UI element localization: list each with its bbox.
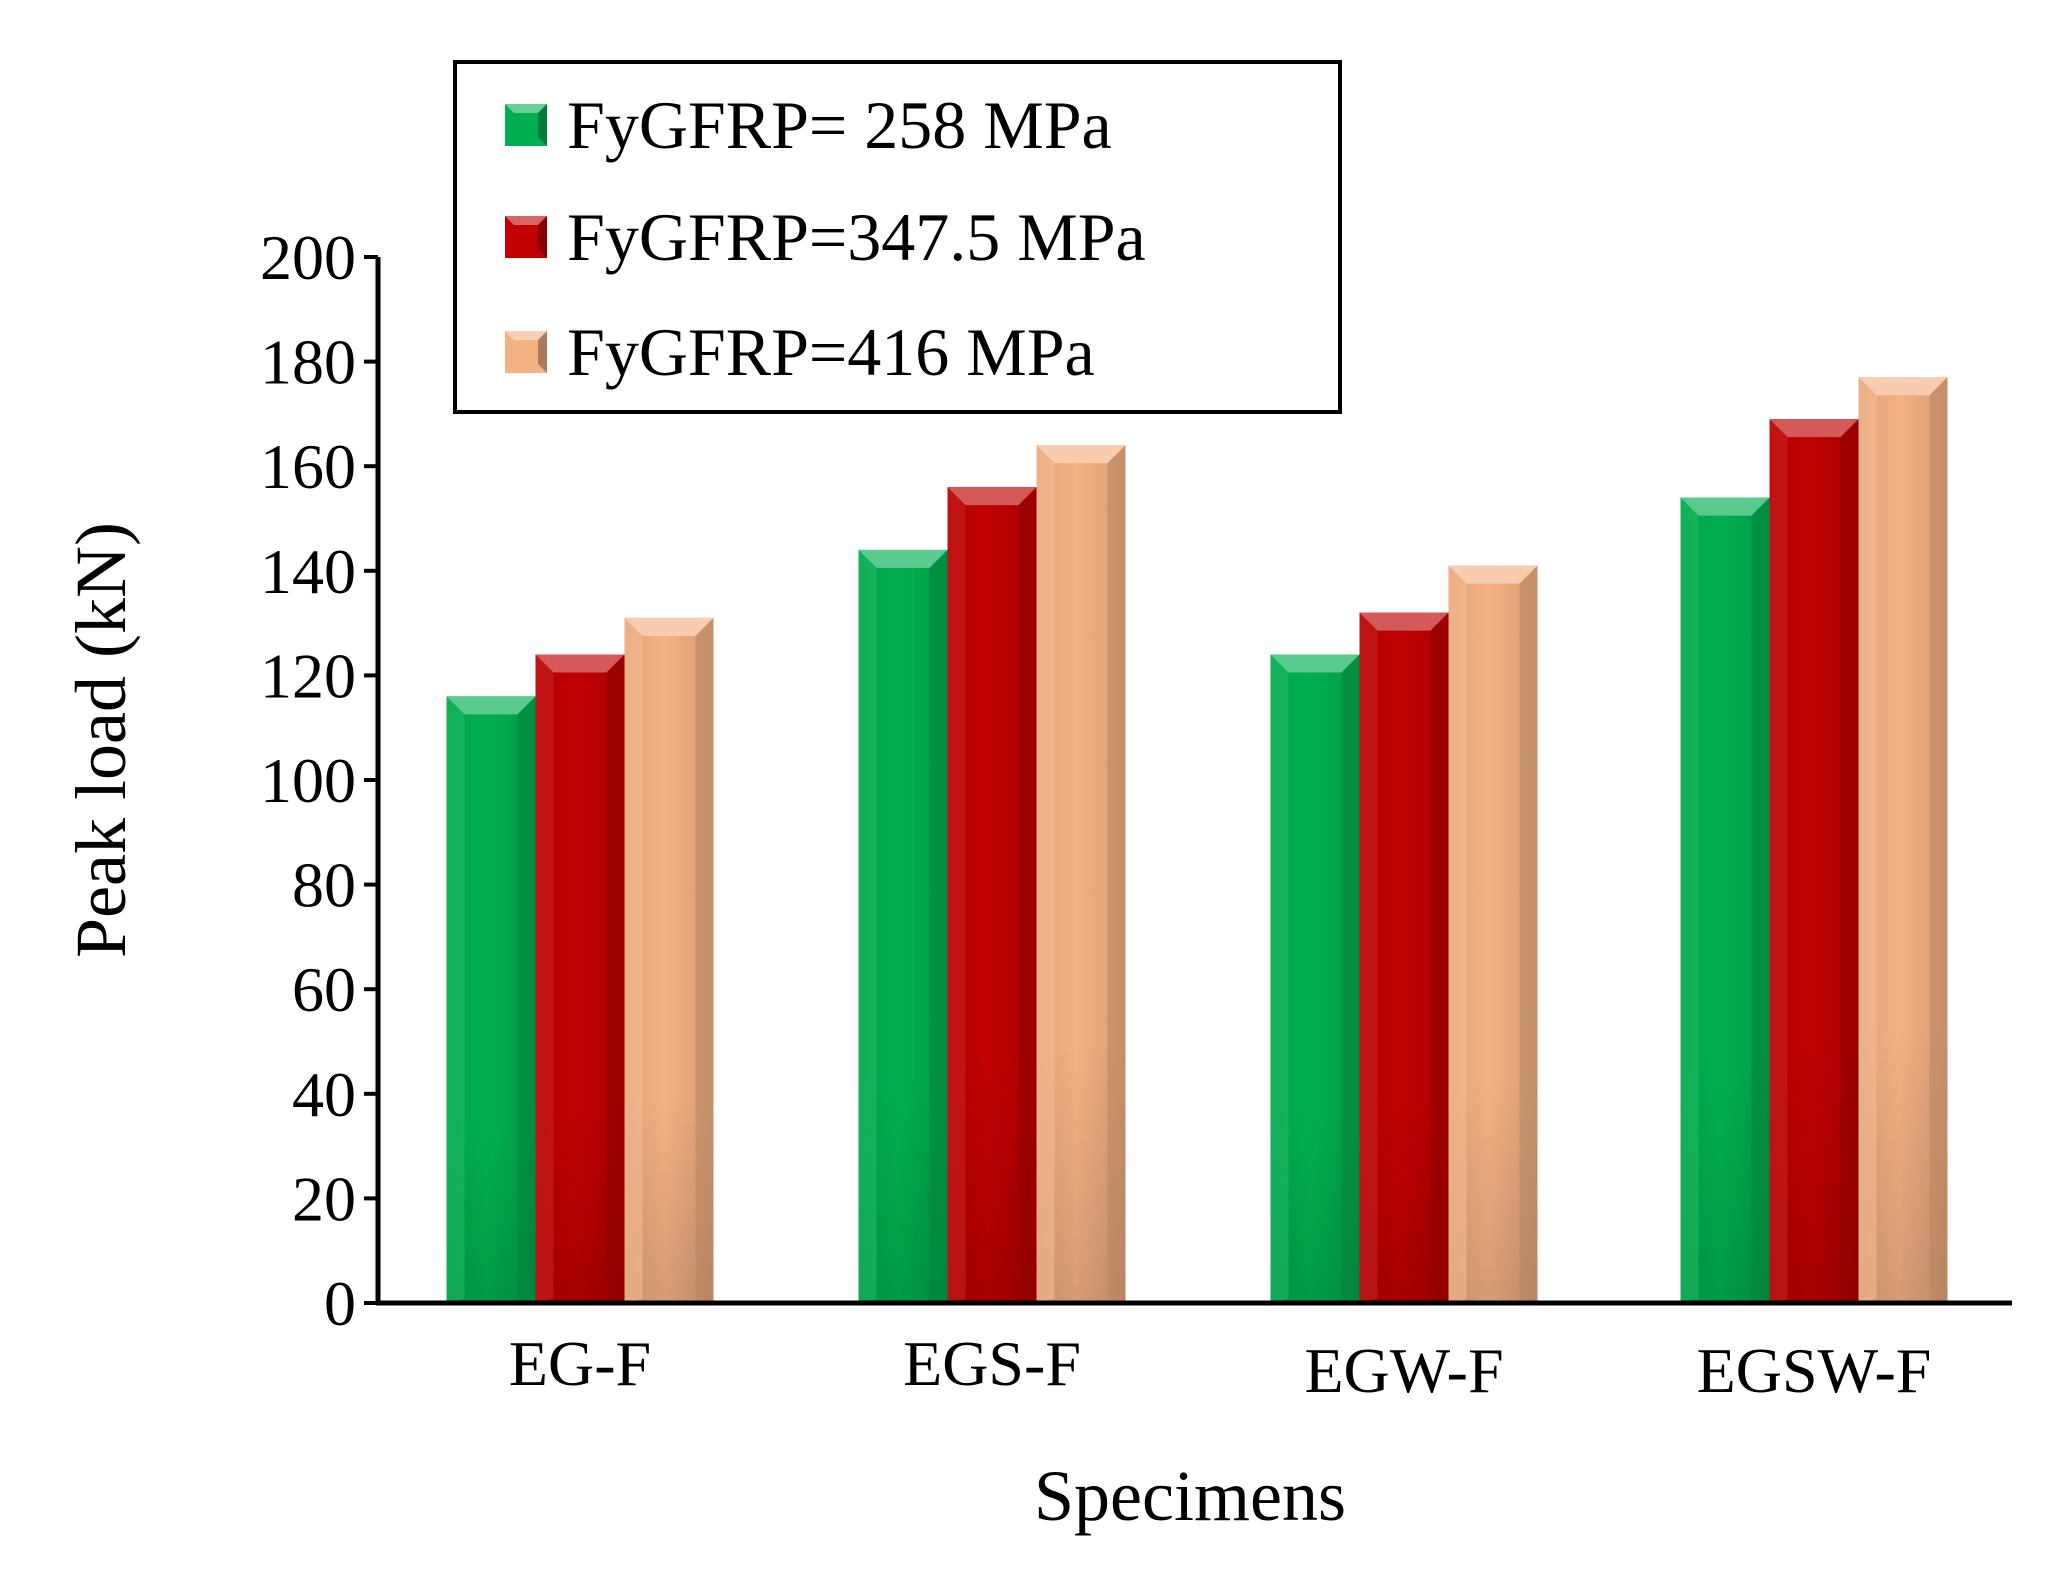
bar-top-bevel bbox=[1036, 445, 1126, 464]
labels-layer: 0 20 40 60 80 100 120 140 160 180 200 EG-F EGS-F EGW-… bbox=[61, 222, 1931, 1536]
bar-left-bevel bbox=[1769, 419, 1788, 1303]
y-tick-label: 20 bbox=[292, 1163, 356, 1234]
y-axis-title: Peak load (kN) bbox=[61, 522, 141, 958]
legend-label: FyGFRP= 258 MPa bbox=[567, 87, 1112, 163]
bar-left-bevel bbox=[446, 696, 465, 1303]
legend-swatch-bevel bbox=[505, 216, 547, 225]
legend-swatch-shadow bbox=[538, 331, 547, 373]
legend-item-1: FyGFRP= 258 MPa bbox=[505, 87, 1112, 163]
y-tick-label: 80 bbox=[292, 850, 356, 921]
legend-swatch-shadow bbox=[538, 104, 547, 146]
bar-right-bevel bbox=[1519, 565, 1538, 1303]
y-tick-label: 100 bbox=[260, 745, 356, 816]
bar-top-bevel bbox=[1858, 377, 1948, 396]
bar-egs-f-series-2 bbox=[947, 487, 1037, 1303]
x-category-label: EGSW-F bbox=[1697, 1335, 1932, 1406]
y-tick-label: 180 bbox=[260, 327, 356, 398]
legend-label: FyGFRP=347.5 MPa bbox=[567, 199, 1146, 275]
bar-top-bevel bbox=[1769, 419, 1859, 438]
bars-layer bbox=[446, 377, 1948, 1304]
bar-egs-f-series-3 bbox=[1036, 445, 1126, 1303]
bar-left-bevel bbox=[1858, 377, 1877, 1303]
bar-eg-f-series-3 bbox=[624, 617, 714, 1303]
legend: FyGFRP= 258 MPa FyGFRP=347.5 MPa FyGFRP=41… bbox=[453, 60, 1342, 414]
legend-label: FyGFRP=416 MPa bbox=[567, 314, 1095, 390]
y-tick-label: 120 bbox=[260, 640, 356, 711]
bar-eg-f-series-1 bbox=[446, 696, 536, 1303]
bar-egsw-f-series-1 bbox=[1680, 497, 1770, 1304]
legend-item-2: FyGFRP=347.5 MPa bbox=[505, 199, 1146, 275]
bar-left-bevel bbox=[858, 549, 877, 1303]
bar-top-bevel bbox=[1359, 612, 1449, 631]
bar-left-bevel bbox=[624, 617, 643, 1303]
bar-right-bevel bbox=[1107, 445, 1126, 1303]
bar-left-bevel bbox=[535, 654, 554, 1303]
y-tick-label: 0 bbox=[324, 1268, 356, 1339]
bar-top-bevel bbox=[1270, 654, 1360, 673]
y-tick-label: 40 bbox=[292, 1059, 356, 1130]
bar-egw-f-series-3 bbox=[1448, 565, 1538, 1303]
legend-item-3: FyGFRP=416 MPa bbox=[505, 314, 1095, 390]
y-tick-label: 60 bbox=[292, 954, 356, 1025]
bar-left-bevel bbox=[1680, 497, 1699, 1304]
y-tick-label: 200 bbox=[260, 222, 356, 293]
legend-swatch-bevel bbox=[505, 104, 547, 113]
bar-egsw-f-series-3 bbox=[1858, 377, 1948, 1303]
bar-egw-f-series-1 bbox=[1270, 654, 1360, 1303]
bar-right-bevel bbox=[1430, 612, 1449, 1303]
bar-left-bevel bbox=[1036, 445, 1055, 1303]
bar-top-bevel bbox=[624, 617, 714, 636]
legend-box bbox=[453, 60, 1342, 414]
bar-top-bevel bbox=[947, 487, 1037, 506]
x-category-label: EG-F bbox=[509, 1328, 651, 1399]
bar-left-bevel bbox=[947, 487, 966, 1303]
bar-top-bevel bbox=[1448, 565, 1538, 584]
legend-swatch-bevel bbox=[505, 331, 547, 340]
bar-top-bevel bbox=[446, 696, 536, 715]
bar-right-bevel bbox=[695, 617, 714, 1303]
y-tick-label: 140 bbox=[260, 536, 356, 607]
bar-top-bevel bbox=[535, 654, 625, 673]
bar-left-bevel bbox=[1270, 654, 1289, 1303]
bar-egs-f-series-1 bbox=[858, 549, 948, 1303]
bar-left-bevel bbox=[1359, 612, 1378, 1303]
bar-left-bevel bbox=[1448, 565, 1467, 1303]
legend-swatch-shadow bbox=[538, 216, 547, 258]
x-category-label: EGS-F bbox=[903, 1328, 1081, 1399]
y-tick-label: 160 bbox=[260, 431, 356, 502]
bar-top-bevel bbox=[1680, 497, 1770, 516]
bar-right-bevel bbox=[1018, 487, 1037, 1303]
bar-right-bevel bbox=[1840, 419, 1859, 1303]
bar-egsw-f-series-2 bbox=[1769, 419, 1859, 1303]
bar-right-bevel bbox=[517, 696, 536, 1303]
bar-right-bevel bbox=[1929, 377, 1948, 1303]
bar-eg-f-series-2 bbox=[535, 654, 625, 1303]
bar-right-bevel bbox=[1751, 497, 1770, 1304]
x-axis-title: Specimens bbox=[1034, 1456, 1346, 1536]
axes-layer bbox=[364, 255, 2012, 1306]
bar-top-bevel bbox=[858, 549, 948, 568]
bar-right-bevel bbox=[929, 549, 948, 1303]
bar-right-bevel bbox=[606, 654, 625, 1303]
x-category-label: EGW-F bbox=[1304, 1335, 1503, 1406]
bar-egw-f-series-2 bbox=[1359, 612, 1449, 1303]
bar-right-bevel bbox=[1341, 654, 1360, 1303]
